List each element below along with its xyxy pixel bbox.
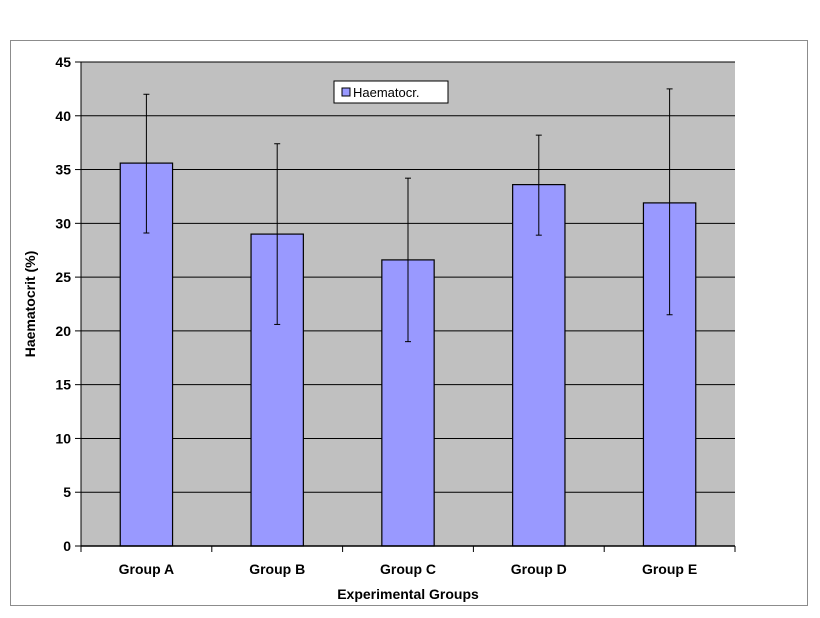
x-axis-title: Experimental Groups — [337, 586, 479, 602]
bar — [512, 184, 566, 547]
y-tick-label: 15 — [55, 377, 71, 393]
y-tick-label: 10 — [55, 430, 71, 446]
y-tick-label: 45 — [55, 54, 71, 70]
x-tick-label: Group E — [642, 561, 697, 577]
legend-label: Haematocr. — [353, 85, 419, 100]
legend-swatch — [341, 87, 351, 97]
y-tick-label: 40 — [55, 108, 71, 124]
error-bars — [143, 88, 673, 343]
y-tick-label: 20 — [55, 323, 71, 339]
y-tick-labels: 0 5 10 15 20 25 30 35 40 45 — [55, 54, 71, 554]
legend: Haematocr. — [333, 80, 449, 104]
legend-box — [333, 80, 449, 104]
x-tick-label: Group C — [380, 561, 436, 577]
y-tick-label: 30 — [55, 215, 71, 231]
y-tick-label: 35 — [55, 162, 71, 178]
y-axis-title: Haematocrit (%) — [22, 251, 38, 358]
x-tick-label: Group D — [511, 561, 567, 577]
bar-chart: 0 5 10 15 20 25 30 35 40 45 Group A Group B Group C… — [22, 54, 736, 602]
x-tick-label: Group B — [249, 561, 305, 577]
y-tick-label: 0 — [63, 538, 71, 554]
y-tick-label: 5 — [63, 484, 71, 500]
chart-frame: 0 5 10 15 20 25 30 35 40 45 Group A Group B Group C… — [10, 40, 808, 606]
x-tick-label: Group A — [119, 561, 174, 577]
axes — [75, 61, 736, 552]
x-tick-labels: Group A Group B Group C Group D Group E — [119, 561, 698, 577]
y-tick-label: 25 — [55, 269, 71, 285]
